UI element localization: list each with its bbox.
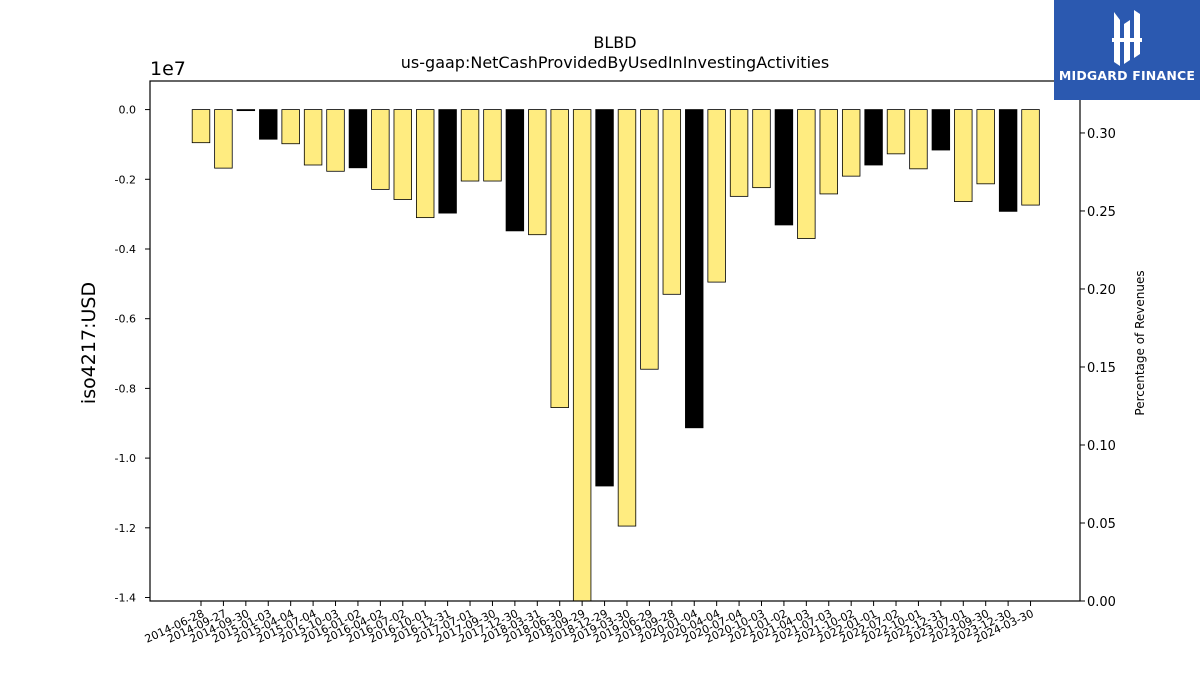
midgard-logo-icon	[1112, 10, 1142, 66]
bar-2022-01-01	[864, 109, 883, 166]
bar-2017-09-30	[483, 109, 502, 182]
chart-subtitle: us-gaap:NetCashProvidedByUsedInInvesting…	[401, 53, 829, 72]
y-offset-label: 1e7	[150, 58, 186, 80]
bar-2015-04-04	[281, 109, 300, 145]
bar-2022-12-31	[931, 109, 951, 151]
bar-2020-01-04	[685, 109, 704, 429]
logo-text: MIDGARD FINANCE	[1058, 68, 1196, 83]
y-tick-label: -0.6	[115, 313, 136, 326]
bar-2021-10-02	[841, 109, 861, 177]
bar-2019-06-29	[640, 109, 659, 370]
bar-2017-12-30	[505, 109, 525, 232]
y-tick-label: -0.2	[115, 173, 136, 186]
plot-frame	[149, 80, 1081, 602]
midgard-finance-logo: MIDGARD FINANCE	[1054, 0, 1200, 100]
bar-2020-10-03	[752, 109, 771, 189]
y-axis-label: iso4217:USD	[78, 282, 100, 404]
bar-2015-10-03	[326, 109, 345, 172]
bar-2016-07-02	[393, 109, 412, 200]
x-axis-ticks: 2014-06-282014-09-272014-09-302015-01-03…	[143, 601, 1036, 646]
bar-2014-09-27	[214, 109, 233, 169]
bar-2016-10-01	[415, 109, 435, 219]
y2-tick-label: 0.00	[1087, 595, 1116, 610]
bar-2021-07-03	[819, 109, 838, 195]
bar-2021-01-02	[774, 109, 794, 226]
bar-2018-09-29	[572, 109, 592, 602]
bar-2020-07-04	[729, 109, 749, 197]
y2-axis-ticks: 0.00 0.05 0.10 0.15 0.20 0.25 0.30	[1080, 127, 1116, 610]
bar-2016-12-31	[438, 109, 457, 214]
chart-title: BLBD	[593, 33, 636, 52]
bar-2021-04-03	[797, 109, 816, 239]
bar-2018-06-30	[550, 109, 569, 408]
bar-2015-07-04	[303, 109, 323, 166]
bar-2020-04-04	[707, 109, 726, 283]
bar-2023-07-01	[954, 109, 973, 202]
bar-2014-09-30	[236, 109, 256, 112]
y-tick-label: -0.4	[115, 243, 136, 256]
y-tick-label: 0.0	[119, 104, 137, 117]
bar-2016-01-02	[348, 109, 368, 169]
bar-2019-03-30	[617, 109, 637, 527]
bar-2015-01-03	[259, 109, 278, 140]
y2-tick-label: 0.10	[1087, 439, 1116, 454]
y-tick-label: -1.0	[115, 452, 136, 465]
bar-2024-03-30	[1021, 109, 1040, 206]
y2-tick-label: 0.25	[1087, 205, 1116, 220]
bar-2016-04-02	[371, 109, 390, 190]
bar-2022-10-01	[909, 109, 928, 170]
y-tick-label: -0.8	[115, 382, 136, 395]
bar-2018-12-29	[595, 109, 614, 487]
y2-tick-label: 0.15	[1087, 361, 1116, 376]
bar-2023-12-30	[998, 109, 1018, 212]
y-tick-label: -1.4	[115, 592, 136, 605]
y2-tick-label: 0.20	[1087, 283, 1116, 298]
bar-2018-03-31	[528, 109, 547, 236]
bar-2017-07-01	[460, 109, 480, 182]
bar-2019-09-28	[662, 109, 682, 295]
y2-tick-label: 0.30	[1087, 127, 1116, 142]
y2-axis-label: Percentage of Revenues	[1133, 270, 1147, 415]
bar-2014-06-28	[191, 109, 211, 144]
bar-2022-07-02	[886, 109, 906, 155]
y-axis-ticks: 0.0 -0.2 -0.4 -0.6 -0.8 -1.0 -1.2 -1.4	[115, 104, 150, 605]
y-tick-label: -1.2	[115, 522, 136, 535]
bar-2023-09-30	[976, 109, 995, 185]
y2-tick-label: 0.05	[1087, 517, 1116, 532]
bars-group	[191, 109, 1040, 602]
